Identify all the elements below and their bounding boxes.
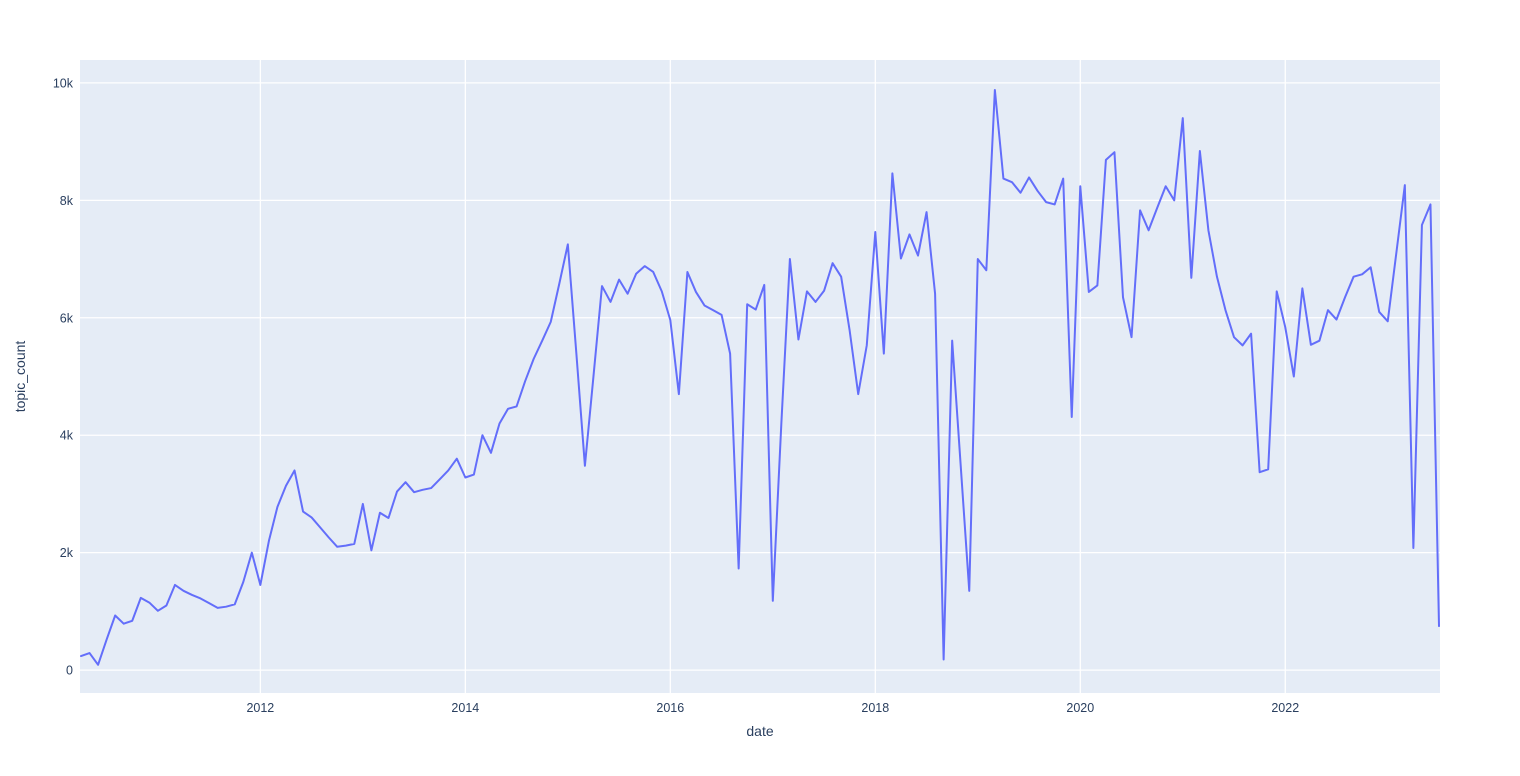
x-tick-label: 2018 xyxy=(861,701,889,715)
x-axis-tick-labels: 2012 2014 2016 2018 2020 2022 xyxy=(246,701,1299,715)
x-axis-title: date xyxy=(746,723,773,739)
y-axis-tick-labels: 0 2k 4k 6k 8k 10k xyxy=(53,76,74,677)
y-axis-title: topic_count xyxy=(12,341,28,413)
series-line-topic-count[interactable] xyxy=(80,88,1440,666)
y-tick-label: 4k xyxy=(60,429,74,443)
x-tick-label: 2016 xyxy=(656,701,684,715)
y-tick-label: 0 xyxy=(66,664,73,678)
x-tick-label: 2014 xyxy=(451,701,479,715)
x-tick-label: 2012 xyxy=(246,701,274,715)
x-tick-label: 2022 xyxy=(1271,701,1299,715)
y-tick-label: 8k xyxy=(60,194,74,208)
y-gridlines xyxy=(80,82,1440,671)
y-tick-label: 2k xyxy=(60,546,74,560)
x-gridlines xyxy=(259,60,1286,693)
y-tick-label: 10k xyxy=(53,76,74,90)
y-tick-label: 6k xyxy=(60,311,74,325)
x-tick-label: 2020 xyxy=(1066,701,1094,715)
plot-background[interactable] xyxy=(80,60,1440,693)
